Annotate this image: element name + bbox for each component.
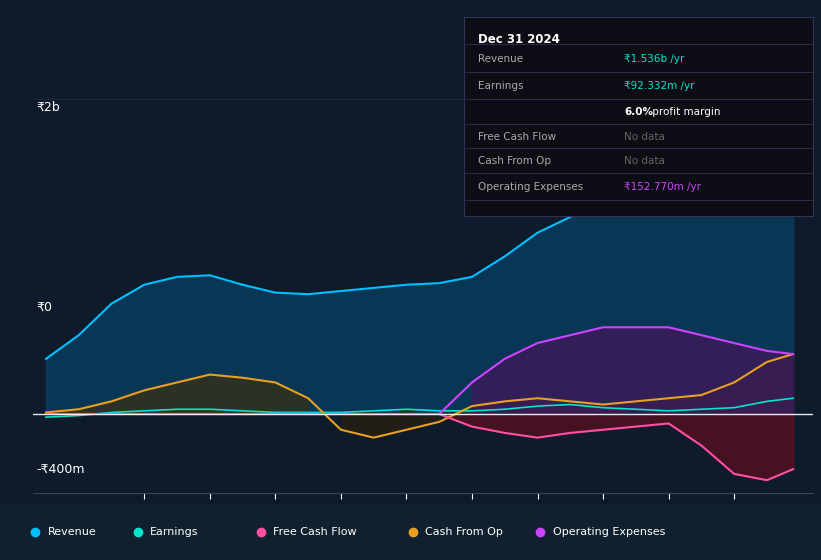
Text: Cash From Op: Cash From Op — [478, 156, 551, 166]
Text: ₹1.536b /yr: ₹1.536b /yr — [624, 54, 685, 63]
Text: ₹92.332m /yr: ₹92.332m /yr — [624, 81, 695, 91]
Text: ₹2b: ₹2b — [37, 101, 61, 114]
Text: ₹0: ₹0 — [37, 301, 53, 314]
Text: Earnings: Earnings — [478, 81, 523, 91]
Text: No data: No data — [624, 132, 665, 142]
Text: Free Cash Flow: Free Cash Flow — [273, 527, 357, 537]
Text: Operating Expenses: Operating Expenses — [553, 527, 665, 537]
Text: Operating Expenses: Operating Expenses — [478, 182, 583, 192]
Text: No data: No data — [624, 156, 665, 166]
Text: -₹400m: -₹400m — [37, 463, 85, 476]
Text: Dec 31 2024: Dec 31 2024 — [478, 32, 560, 46]
Text: ₹152.770m /yr: ₹152.770m /yr — [624, 182, 701, 192]
Text: Cash From Op: Cash From Op — [425, 527, 503, 537]
Text: profit margin: profit margin — [649, 107, 721, 117]
Text: Free Cash Flow: Free Cash Flow — [478, 132, 556, 142]
Text: 6.0%: 6.0% — [624, 107, 654, 117]
Text: Revenue: Revenue — [48, 527, 96, 537]
Text: Earnings: Earnings — [150, 527, 199, 537]
Text: Revenue: Revenue — [478, 54, 523, 63]
